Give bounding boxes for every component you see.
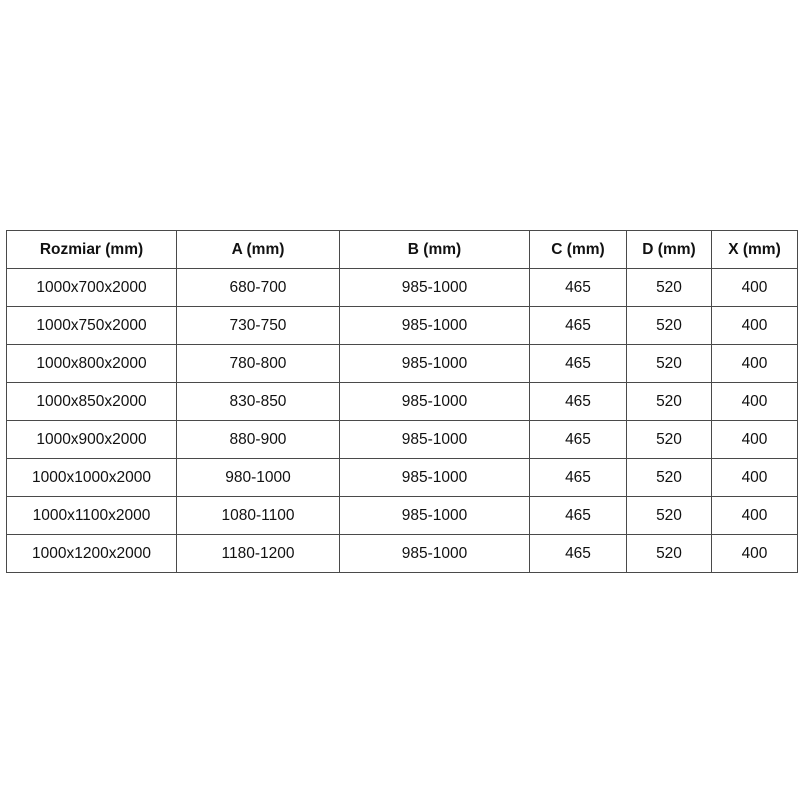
cell-a: 1080-1100 [176,496,340,535]
cell-x: 400 [711,306,798,345]
cell-a: 680-700 [176,268,340,307]
cell-d: 520 [626,268,712,307]
header-x: X (mm) [711,230,798,269]
cell-a: 830-850 [176,382,340,421]
dimensions-table: Rozmiar (mm) A (mm) B (mm) C (mm) D (mm)… [6,230,798,573]
cell-x: 400 [711,458,798,497]
cell-c: 465 [529,306,627,345]
table-row: 1000x750x2000 730-750 985-1000 465 520 400 [6,306,798,345]
cell-size: 1000x700x2000 [6,268,177,307]
cell-b: 985-1000 [339,458,530,497]
table-row: 1000x1000x2000 980-1000 985-1000 465 520 400 [6,458,798,497]
table-row: 1000x700x2000 680-700 985-1000 465 520 400 [6,268,798,307]
cell-size: 1000x800x2000 [6,344,177,383]
header-row: Rozmiar (mm) A (mm) B (mm) C (mm) D (mm)… [6,230,798,269]
table-row: 1000x850x2000 830-850 985-1000 465 520 400 [6,382,798,421]
cell-c: 465 [529,420,627,459]
cell-a: 730-750 [176,306,340,345]
cell-b: 985-1000 [339,268,530,307]
cell-a: 880-900 [176,420,340,459]
cell-d: 520 [626,534,712,573]
cell-b: 985-1000 [339,420,530,459]
cell-x: 400 [711,496,798,535]
cell-a: 780-800 [176,344,340,383]
cell-c: 465 [529,268,627,307]
table-row: 1000x800x2000 780-800 985-1000 465 520 400 [6,344,798,383]
table-row: 1000x1200x2000 1180-1200 985-1000 465 520 400 [6,534,798,573]
cell-d: 520 [626,382,712,421]
cell-x: 400 [711,268,798,307]
cell-c: 465 [529,458,627,497]
header-d: D (mm) [626,230,712,269]
cell-size: 1000x1000x2000 [6,458,177,497]
cell-size: 1000x1100x2000 [6,496,177,535]
cell-x: 400 [711,382,798,421]
header-c: C (mm) [529,230,627,269]
table-row: 1000x1100x2000 1080-1100 985-1000 465 520 400 [6,496,798,535]
cell-x: 400 [711,420,798,459]
cell-c: 465 [529,534,627,573]
cell-size: 1000x900x2000 [6,420,177,459]
cell-c: 465 [529,496,627,535]
cell-d: 520 [626,420,712,459]
header-b: B (mm) [339,230,530,269]
cell-x: 400 [711,344,798,383]
header-size: Rozmiar (mm) [6,230,177,269]
cell-x: 400 [711,534,798,573]
cell-d: 520 [626,344,712,383]
cell-size: 1000x850x2000 [6,382,177,421]
cell-d: 520 [626,306,712,345]
cell-d: 520 [626,458,712,497]
cell-b: 985-1000 [339,344,530,383]
cell-c: 465 [529,344,627,383]
cell-a: 980-1000 [176,458,340,497]
cell-size: 1000x750x2000 [6,306,177,345]
cell-c: 465 [529,382,627,421]
cell-a: 1180-1200 [176,534,340,573]
cell-size: 1000x1200x2000 [6,534,177,573]
header-a: A (mm) [176,230,340,269]
cell-b: 985-1000 [339,306,530,345]
cell-b: 985-1000 [339,534,530,573]
cell-b: 985-1000 [339,496,530,535]
cell-b: 985-1000 [339,382,530,421]
table-row: 1000x900x2000 880-900 985-1000 465 520 400 [6,420,798,459]
cell-d: 520 [626,496,712,535]
